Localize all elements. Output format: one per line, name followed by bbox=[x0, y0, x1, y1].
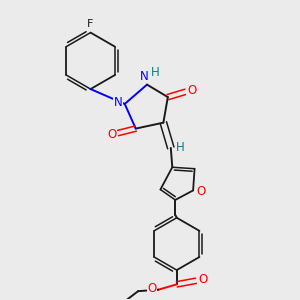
Text: N: N bbox=[114, 96, 123, 109]
Text: O: O bbox=[196, 185, 205, 198]
Text: F: F bbox=[87, 19, 94, 29]
Text: O: O bbox=[198, 273, 207, 286]
Text: O: O bbox=[107, 128, 117, 141]
Text: O: O bbox=[147, 282, 156, 295]
Text: O: O bbox=[187, 84, 196, 97]
Text: H: H bbox=[151, 66, 160, 79]
Text: N: N bbox=[140, 70, 148, 83]
Text: H: H bbox=[176, 141, 185, 154]
